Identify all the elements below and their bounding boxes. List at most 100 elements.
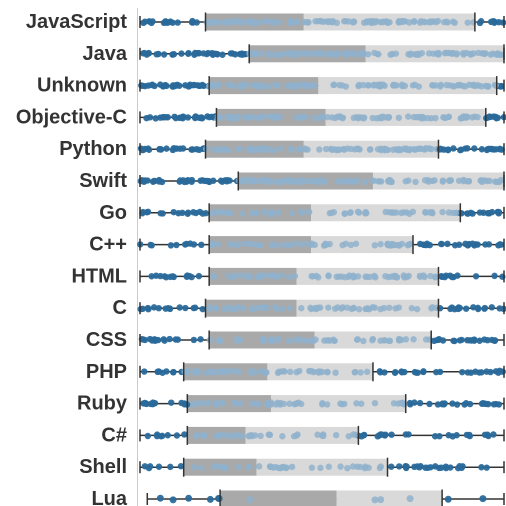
data-point [160,51,168,58]
data-point [341,50,348,57]
row-4: Python [59,138,505,160]
data-point [293,50,301,58]
data-point [277,51,285,58]
data-point [451,19,459,26]
data-point [270,337,277,344]
data-point [237,272,244,279]
dots [144,431,497,440]
data-point [298,208,305,216]
data-point [388,463,395,470]
data-point [185,494,193,502]
data-point [362,273,369,280]
data-point [442,49,450,57]
data-point [336,81,343,89]
row-0: JavaScript [26,11,506,33]
data-point [496,305,503,312]
data-point [375,51,382,58]
data-point [192,432,199,440]
data-point [190,368,198,376]
box-lower [209,204,312,222]
data-point [224,272,232,280]
data-point [205,399,213,406]
data-point [211,369,218,376]
data-point [405,272,412,280]
data-point [214,463,222,470]
data-point [434,401,442,408]
data-point [341,400,348,408]
dots [140,17,506,27]
data-point [255,463,263,470]
category-label: Swift [79,170,127,192]
dots [141,463,490,472]
data-point [214,208,221,216]
data-point [462,305,470,312]
data-point [430,337,438,345]
data-point [197,336,204,343]
data-point [339,114,347,121]
data-point [349,463,357,470]
data-point [184,368,191,375]
data-point [491,272,498,280]
row-7: C++ [89,234,505,256]
data-point [261,208,268,216]
data-point [288,463,296,471]
data-point [377,146,385,154]
data-point [463,114,470,121]
data-point [270,146,277,154]
data-point [372,274,379,281]
data-point [433,18,440,26]
data-point [465,177,472,185]
data-point [208,18,215,26]
data-point [355,305,363,313]
data-point [245,274,252,281]
data-point [191,304,199,311]
data-point [353,400,360,407]
data-point [372,18,380,26]
data-point [425,178,432,185]
data-point [436,368,444,376]
data-point [402,178,409,185]
data-point [259,335,267,343]
data-point [286,368,294,376]
data-point [339,241,346,249]
data-point [422,336,430,343]
dots [148,272,506,281]
data-point [160,336,167,343]
data-point [175,210,182,217]
data-point [352,431,359,438]
data-point [190,336,198,344]
data-point [478,146,486,153]
data-point [488,304,496,311]
data-point [270,51,278,58]
data-point [200,432,208,440]
data-point [329,146,336,153]
data-point [420,18,427,25]
data-point [441,273,448,281]
data-point [141,368,148,375]
data-point [389,82,397,89]
data-point [246,176,254,184]
data-point [492,400,500,408]
data-point [377,240,384,248]
data-point [343,177,351,185]
data-point [276,19,283,26]
data-point [170,369,177,376]
data-point [275,335,283,343]
data-point [442,114,449,121]
data-point [350,18,358,26]
data-point [215,494,223,502]
category-label: C [113,297,127,319]
data-point [358,400,365,407]
data-point [439,208,446,216]
data-point [159,83,167,90]
data-point [257,113,265,121]
data-point [157,210,164,217]
data-point [477,177,484,184]
data-point [374,433,381,440]
data-point [141,463,149,470]
data-point [227,50,235,57]
category-label: Unknown [37,75,127,97]
data-point [334,177,341,185]
data-point [308,464,316,471]
